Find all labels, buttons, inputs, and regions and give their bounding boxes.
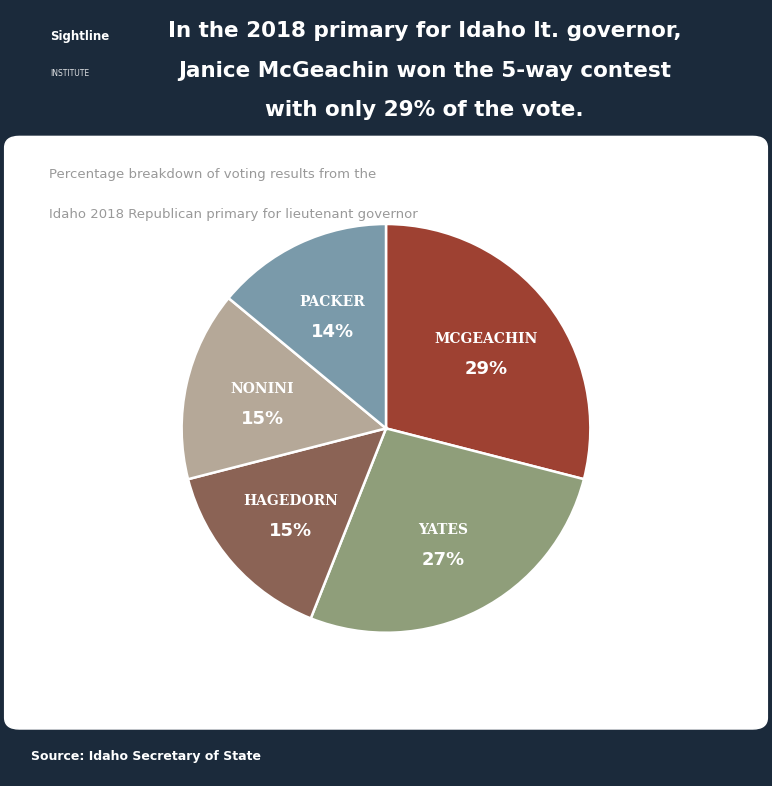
Text: Sightline: Sightline — [50, 30, 110, 43]
Text: 15%: 15% — [269, 522, 313, 539]
Text: 14%: 14% — [310, 323, 354, 341]
Text: with only 29% of the vote.: with only 29% of the vote. — [266, 101, 584, 120]
Wedge shape — [386, 224, 591, 479]
Wedge shape — [188, 428, 386, 619]
Text: Janice McGeachin won the 5-way contest: Janice McGeachin won the 5-way contest — [178, 61, 671, 80]
Text: In the 2018 primary for Idaho lt. governor,: In the 2018 primary for Idaho lt. govern… — [168, 20, 682, 41]
Text: 15%: 15% — [241, 410, 284, 428]
Text: YATES: YATES — [418, 523, 469, 537]
Text: HAGEDORN: HAGEDORN — [243, 494, 338, 508]
Wedge shape — [181, 298, 386, 479]
Text: 29%: 29% — [465, 360, 508, 378]
Text: Percentage breakdown of voting results from the: Percentage breakdown of voting results f… — [49, 167, 376, 181]
Text: NONINI: NONINI — [231, 383, 294, 396]
Text: Source: Idaho Secretary of State: Source: Idaho Secretary of State — [31, 750, 261, 763]
Text: MCGEACHIN: MCGEACHIN — [435, 332, 538, 347]
Text: PACKER: PACKER — [300, 296, 365, 310]
FancyBboxPatch shape — [5, 136, 767, 729]
Wedge shape — [229, 224, 386, 428]
Text: INSTITUTE: INSTITUTE — [50, 69, 90, 78]
Wedge shape — [311, 428, 584, 633]
Text: 27%: 27% — [422, 551, 465, 568]
Text: Idaho 2018 Republican primary for lieutenant governor: Idaho 2018 Republican primary for lieute… — [49, 208, 418, 221]
